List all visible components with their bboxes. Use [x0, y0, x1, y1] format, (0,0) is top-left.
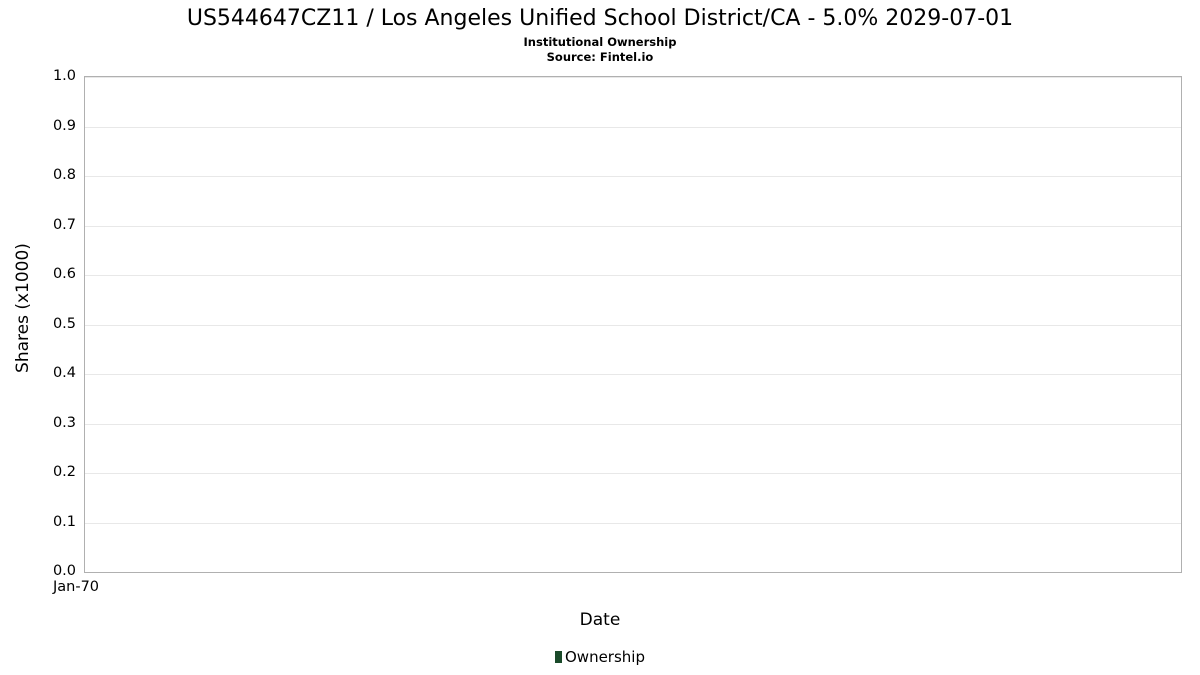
- chart-legend: Ownership: [0, 648, 1200, 666]
- x-tick-label: Jan-70: [53, 579, 100, 595]
- y-tick-label: 0.4: [52, 365, 76, 381]
- y-tick-label: 1.0: [52, 68, 76, 84]
- gridline: [85, 374, 1181, 375]
- y-tick-label: 0.0: [52, 563, 76, 579]
- y-tick-label: 0.2: [52, 464, 76, 480]
- y-tick-label: 0.3: [52, 414, 76, 431]
- gridline: [85, 176, 1181, 177]
- chart-source: Source: Fintel.io: [546, 50, 654, 64]
- y-tick-label: 0.1: [52, 513, 76, 530]
- gridline: [85, 126, 1181, 128]
- gridline: [85, 77, 1181, 78]
- x-axis-title: Date: [579, 610, 621, 630]
- y-tick-label: 0.6: [52, 266, 76, 282]
- y-tick-label: 0.9: [52, 117, 76, 134]
- y-tick-label: 0.7: [52, 216, 76, 233]
- chart-title: US544647CZ11 / Los Angeles Unified Schoo…: [186, 6, 1014, 31]
- chart-subtitle: Institutional Ownership: [523, 35, 677, 49]
- gridline: [85, 324, 1181, 326]
- chart-title-block: US544647CZ11 / Los Angeles Unified Schoo…: [0, 6, 1200, 65]
- legend-item[interactable]: Ownership: [555, 648, 645, 666]
- legend-label: Ownership: [565, 648, 645, 666]
- gridline: [85, 275, 1181, 276]
- gridline: [85, 522, 1181, 524]
- y-tick-label: 0.5: [52, 315, 76, 332]
- gridline: [85, 423, 1181, 425]
- legend-swatch-icon: [555, 651, 562, 663]
- gridline: [85, 473, 1181, 474]
- series-ownership: [85, 77, 1181, 572]
- gridline: [85, 225, 1181, 227]
- y-axis-tick-labels: 0.0 0.1 0.2 0.3 0.4 0.5 0.6 0.7 0.8 0.9 1.0: [0, 0, 76, 675]
- y-tick-label: 0.8: [52, 167, 76, 183]
- plot-area: [84, 76, 1182, 573]
